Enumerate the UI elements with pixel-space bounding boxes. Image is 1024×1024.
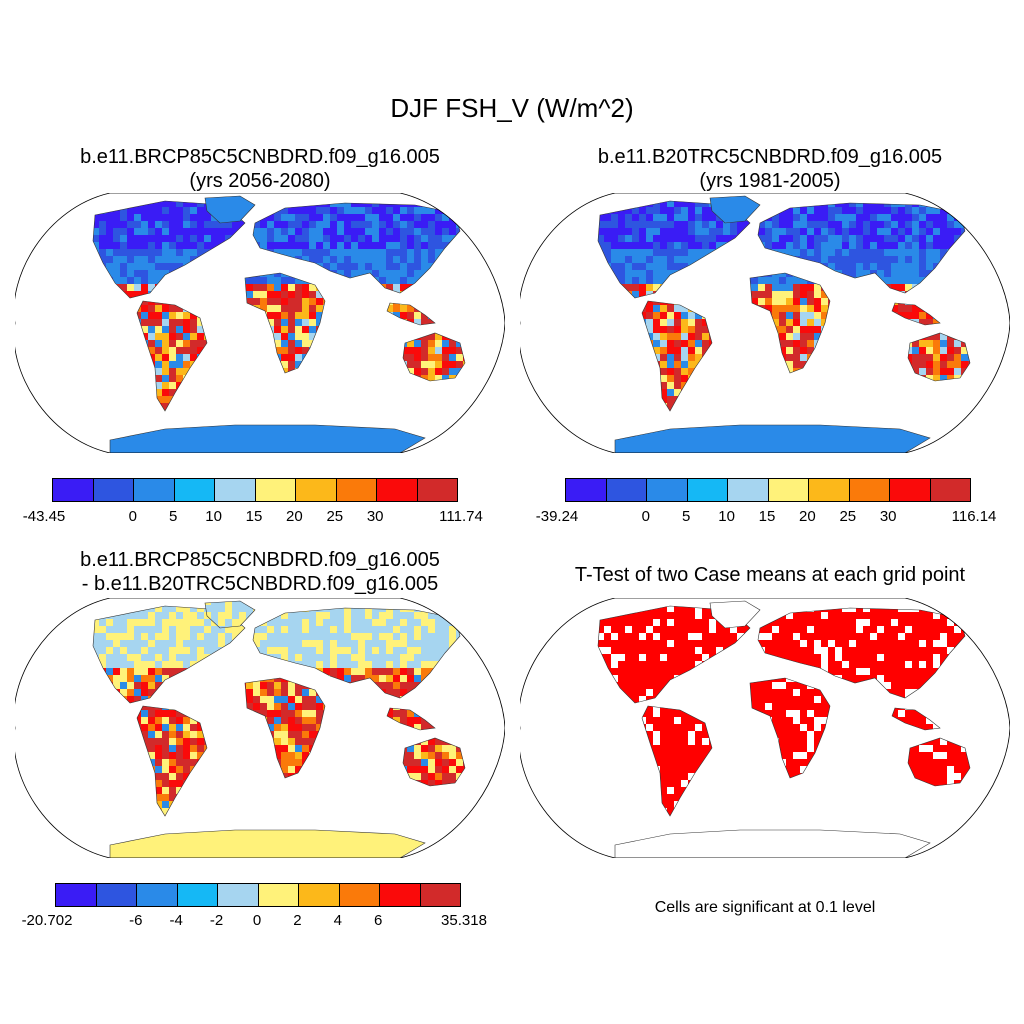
- colorbar-tick-label: 25: [326, 508, 343, 525]
- panel4-map: [520, 598, 1010, 858]
- panel3-colorbar: [55, 883, 461, 907]
- colorbar-swatch: [340, 884, 381, 906]
- colorbar-swatch: [566, 479, 607, 501]
- panel2-title: b.e11.B20TRC5CNBDRD.f09_g16.005: [520, 145, 1020, 169]
- colorbar-swatch: [137, 884, 178, 906]
- panel3-title: b.e11.BRCP85C5CNBDRD.f09_g16.005: [10, 548, 510, 572]
- colorbar-tick-label: 25: [839, 508, 856, 525]
- colorbar-tick-label: 20: [286, 508, 303, 525]
- panel1-title: b.e11.BRCP85C5CNBDRD.f09_g16.005: [10, 145, 510, 169]
- colorbar-tick-label: 2: [293, 912, 301, 929]
- colorbar-tick-label: 35.318: [441, 912, 487, 929]
- colorbar-tick-label: 5: [682, 508, 690, 525]
- colorbar-tick-label: 10: [718, 508, 735, 525]
- colorbar-swatch: [94, 479, 135, 501]
- colorbar-tick-label: 30: [880, 508, 897, 525]
- colorbar-tick-label: 6: [374, 912, 382, 929]
- panel4-title: T-Test of two Case means at each grid po…: [520, 563, 1020, 587]
- colorbar-swatch: [53, 479, 94, 501]
- colorbar-swatch: [299, 884, 340, 906]
- colorbar-swatch: [418, 479, 458, 501]
- panel1-subtitle: (yrs 2056-2080): [10, 169, 510, 193]
- colorbar-tick-label: -39.24: [536, 508, 579, 525]
- colorbar-tick-label: 0: [642, 508, 650, 525]
- colorbar-tick-label: 10: [205, 508, 222, 525]
- colorbar-swatch: [259, 884, 300, 906]
- colorbar-swatch: [218, 884, 259, 906]
- colorbar-swatch: [769, 479, 810, 501]
- colorbar-tick-label: 0: [129, 508, 137, 525]
- panel2-subtitle: (yrs 1981-2005): [520, 169, 1020, 193]
- colorbar-swatch: [931, 479, 971, 501]
- panel3-subtitle: - b.e11.B20TRC5CNBDRD.f09_g16.005: [10, 572, 510, 596]
- colorbar-tick-label: 15: [759, 508, 776, 525]
- colorbar-swatch: [647, 479, 688, 501]
- colorbar-swatch: [377, 479, 418, 501]
- colorbar-tick-label: 0: [253, 912, 261, 929]
- colorbar-tick-label: 20: [799, 508, 816, 525]
- colorbar-tick-label: -6: [129, 912, 142, 929]
- colorbar-swatch: [809, 479, 850, 501]
- colorbar-tick-label: 30: [367, 508, 384, 525]
- colorbar-swatch: [688, 479, 729, 501]
- main-title: DJF FSH_V (W/m^2): [0, 93, 1024, 124]
- panel1-colorbar: [52, 478, 458, 502]
- panel1-map: [15, 193, 505, 453]
- colorbar-tick-label: 5: [169, 508, 177, 525]
- panel2-map: [520, 193, 1010, 453]
- colorbar-swatch: [97, 884, 138, 906]
- significance-note: Cells are significant at 0.1 level: [520, 899, 1010, 917]
- colorbar-tick-label: 4: [334, 912, 342, 929]
- colorbar-swatch: [421, 884, 461, 906]
- colorbar-tick-label: -2: [210, 912, 223, 929]
- panel2-colorbar: [565, 478, 971, 502]
- colorbar-tick-label: -43.45: [23, 508, 66, 525]
- colorbar-tick-label: -20.702: [22, 912, 73, 929]
- colorbar-swatch: [890, 479, 931, 501]
- colorbar-swatch: [256, 479, 297, 501]
- colorbar-tick-label: -4: [170, 912, 183, 929]
- colorbar-swatch: [607, 479, 648, 501]
- colorbar-swatch: [337, 479, 378, 501]
- colorbar-swatch: [178, 884, 219, 906]
- colorbar-swatch: [380, 884, 421, 906]
- colorbar-tick-label: 111.74: [439, 508, 483, 525]
- colorbar-swatch: [728, 479, 769, 501]
- colorbar-tick-label: 15: [246, 508, 263, 525]
- colorbar-swatch: [134, 479, 175, 501]
- colorbar-tick-label: 116.14: [952, 508, 997, 525]
- colorbar-swatch: [215, 479, 256, 501]
- colorbar-swatch: [850, 479, 891, 501]
- colorbar-swatch: [56, 884, 97, 906]
- panel3-map: [15, 598, 505, 858]
- colorbar-swatch: [175, 479, 216, 501]
- colorbar-swatch: [296, 479, 337, 501]
